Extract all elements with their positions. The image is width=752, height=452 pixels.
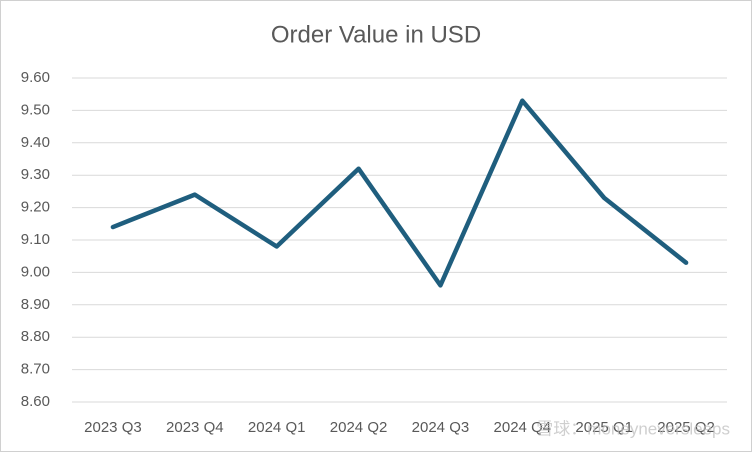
x-tick-label: 2025 Q1 [575, 419, 633, 436]
y-tick-label: 9.20 [21, 199, 50, 216]
y-tick-label: 8.80 [21, 328, 50, 345]
x-tick-label: 2024 Q2 [330, 419, 388, 436]
y-tick-label: 9.60 [21, 69, 50, 86]
y-tick-label: 8.70 [21, 361, 50, 378]
y-tick-label: 9.50 [21, 101, 50, 118]
line [110, 98, 689, 288]
y-tick-label: 9.40 [21, 134, 50, 151]
x-tick-label: 2024 Q4 [494, 419, 552, 436]
y-tick-label: 9.10 [21, 231, 50, 248]
chart-title: Order Value in USD [271, 21, 481, 48]
y-tick-label: 8.60 [21, 393, 50, 410]
x-tick-label: 2025 Q2 [657, 419, 715, 436]
x-tick-label: 2024 Q3 [412, 419, 470, 436]
x-tick-label: 2023 Q4 [166, 419, 224, 436]
watermark: 雪球：moneyneversleeps [536, 419, 730, 438]
x-tick-label: 2024 Q1 [248, 419, 306, 436]
y-tick-label: 8.90 [21, 296, 50, 313]
x-tick-label: 2023 Q3 [84, 419, 142, 436]
y-tick-label: 9.30 [21, 166, 50, 183]
y-tick-label: 9.00 [21, 263, 50, 280]
